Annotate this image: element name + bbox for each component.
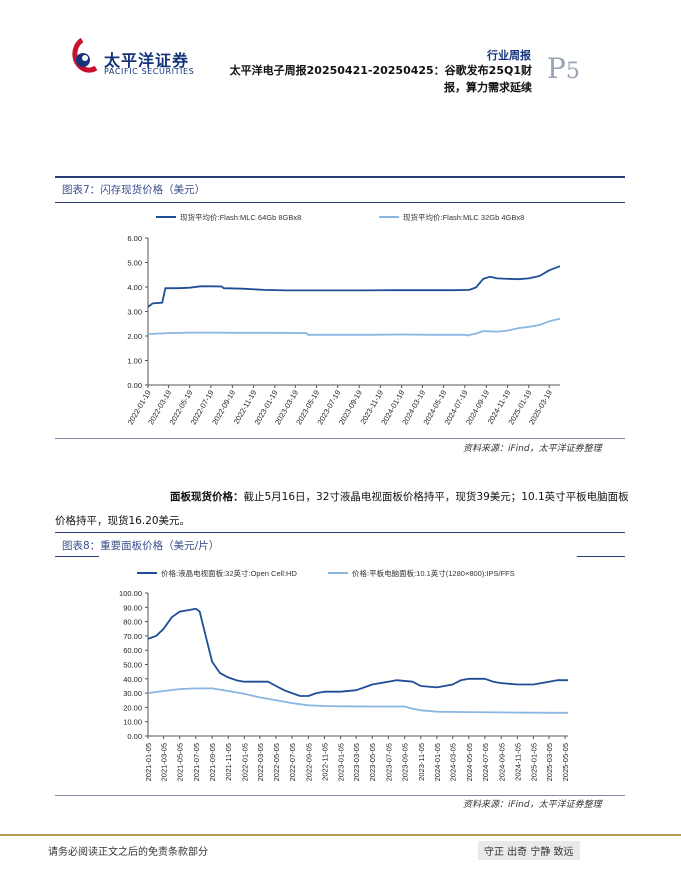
figure7-source: 资料来源：iFind，太平洋证券整理 bbox=[463, 444, 602, 454]
figure8-x-tick-label: 2022-11-05 bbox=[320, 743, 329, 781]
figure8-y-tick-label: 70.00 bbox=[123, 632, 142, 641]
figure7-series-2-line bbox=[147, 317, 561, 337]
figure7-y-tick-label: 1.00 bbox=[127, 357, 142, 366]
figure8-source: 资料来源：iFind，太平洋证券整理 bbox=[463, 800, 602, 810]
figure8-x-tick-label: 2022-01-05 bbox=[240, 743, 249, 781]
figure8-x-tick-label: 2023-09-05 bbox=[401, 743, 410, 781]
page-prefix: P bbox=[547, 52, 566, 85]
brand-name-cn: 太平洋证券 bbox=[104, 51, 190, 70]
figure7-legend-1: 现货平均价:Flash:MLC 64Gb 8GBx8 bbox=[156, 212, 301, 222]
figure8-x-tick-label: 2024-05-05 bbox=[465, 743, 474, 781]
figure7-y-tick-label: 0.00 bbox=[127, 381, 142, 390]
figure8-series-2-line bbox=[147, 687, 569, 714]
figure8-x-tick-label: 2022-07-05 bbox=[288, 743, 297, 781]
figure8-legend-label-2: 价格:平板电脑面板:10.1英寸(1280×800):IPS/FFS bbox=[352, 568, 515, 578]
figure8-x-tick-label: 2023-01-05 bbox=[337, 743, 346, 781]
figure8-legend-label-1: 价格:液晶电视面板:32英寸:Open Cell:HD bbox=[161, 568, 297, 578]
footer-rule bbox=[0, 834, 681, 836]
figure8-x-tick-label: 2024-09-05 bbox=[497, 743, 506, 781]
brand-name-en: PACIFIC SECURITIES bbox=[104, 67, 195, 76]
report-title: 太平洋电子周报20250421-20250425：谷歌发布25Q1财报，算力需求… bbox=[229, 64, 532, 94]
figure8-x-tick-label: 2025-01-05 bbox=[529, 743, 538, 781]
figure7-bottom-rule bbox=[55, 438, 625, 439]
figure8-x-tick-label: 2025-03-05 bbox=[545, 743, 554, 781]
figure8-x-tick-label: 2021-09-05 bbox=[208, 743, 217, 781]
figure7-top-rule bbox=[55, 176, 625, 178]
figure7-y-tick-label: 5.00 bbox=[127, 259, 142, 268]
figure8-x-tick-label: 2021-03-05 bbox=[160, 743, 169, 781]
figure8-x-tick-label: 2024-01-05 bbox=[433, 743, 442, 781]
figure7-y-tick-label: 3.00 bbox=[127, 308, 142, 317]
figure8-title-rule-right bbox=[577, 556, 625, 557]
figure8-x-tick-label: 2024-11-05 bbox=[513, 743, 522, 781]
figure8-legend-1: 价格:液晶电视面板:32英寸:Open Cell:HD bbox=[137, 568, 297, 578]
figure8-chart: 价格:液晶电视面板:32英寸:Open Cell:HD 价格:平板电脑面板:10.… bbox=[119, 568, 570, 781]
figure7-y-tick-label: 4.00 bbox=[127, 283, 142, 292]
figure8-y-tick-label: 90.00 bbox=[123, 603, 142, 612]
figure8-y-tick-label: 100.00 bbox=[119, 589, 142, 598]
figure8-x-tick-label: 2022-05-05 bbox=[272, 743, 281, 781]
figure8-y-tick-label: 10.00 bbox=[123, 718, 142, 727]
figure8-x-tick-label: 2021-01-05 bbox=[144, 743, 153, 781]
figure8-top-rule bbox=[55, 532, 625, 533]
figure8-x-tick-label: 2023-07-05 bbox=[384, 743, 393, 781]
figure8-x-tick-label: 2022-09-05 bbox=[304, 743, 313, 781]
figure8-y-tick-label: 80.00 bbox=[123, 618, 142, 627]
figure8-x-tick-label: 2023-03-05 bbox=[352, 743, 361, 781]
figure8-bottom-rule bbox=[55, 795, 625, 796]
figure8-x-tick-label: 2024-07-05 bbox=[481, 743, 490, 781]
figure7-title-rule bbox=[55, 202, 625, 203]
figure8-y-tick-label: 50.00 bbox=[123, 661, 142, 670]
figure8-x-tick-label: 2023-11-05 bbox=[417, 743, 426, 781]
figure8-x-tick-label: 2022-03-05 bbox=[256, 743, 265, 781]
page-number-value: 5 bbox=[565, 59, 580, 84]
figure8-y-tick-label: 40.00 bbox=[123, 675, 142, 684]
company-logo bbox=[72, 38, 98, 73]
figure7-legend-label-2: 现货平均价:Flash:MLC 32Gb 4GBx8 bbox=[403, 212, 524, 222]
figure8-x-tick-label: 2024-03-05 bbox=[449, 743, 458, 781]
footer-motto: 守正 出奇 宁静 致远 bbox=[478, 841, 580, 860]
figure7-legend-2: 现货平均价:Flash:MLC 32Gb 4GBx8 bbox=[379, 212, 524, 222]
figure8-legend-2: 价格:平板电脑面板:10.1英寸(1280×800):IPS/FFS bbox=[328, 568, 515, 578]
figure7-series-1-line bbox=[147, 265, 561, 308]
page-number: P5 bbox=[547, 52, 580, 85]
figure8-title-rule-left bbox=[55, 556, 99, 557]
figure8-y-tick-label: 0.00 bbox=[127, 732, 142, 741]
report-type: 行业周报 bbox=[487, 49, 531, 62]
figure8-x-tick-label: 2025-05-05 bbox=[561, 743, 570, 781]
figure8-x-tick-label: 2021-05-05 bbox=[176, 743, 185, 781]
footer-disclaimer: 请务必阅读正文之后的免责条款部分 bbox=[48, 847, 208, 858]
figure8-series-1-line bbox=[147, 607, 568, 697]
figure8-y-tick-label: 60.00 bbox=[123, 646, 142, 655]
paragraph-body: 截止5月16日，32寸液晶电视面板价格持平，现货39美元；10.1英寸平板电脑面… bbox=[55, 491, 629, 527]
figure8-y-tick-label: 20.00 bbox=[123, 703, 142, 712]
figure7-y-tick-label: 2.00 bbox=[127, 332, 142, 341]
figure7-chart: 现货平均价:Flash:MLC 64Gb 8GBx8 现货平均价:Flash:ML… bbox=[126, 212, 561, 426]
figure7-y-tick-label: 6.00 bbox=[127, 234, 142, 243]
panel-price-paragraph: 面板现货价格：截止5月16日，32寸液晶电视面板价格持平，现货39美元；10.1… bbox=[55, 485, 633, 533]
figure8-x-tick-label: 2021-11-05 bbox=[224, 743, 233, 781]
figure7-legend-label-1: 现货平均价:Flash:MLC 64Gb 8GBx8 bbox=[180, 212, 301, 222]
figure8-x-tick-label: 2023-05-05 bbox=[368, 743, 377, 781]
figure8-y-tick-label: 30.00 bbox=[123, 689, 142, 698]
figure7-title: 图表7：闪存现货价格（美元） bbox=[62, 184, 206, 196]
figure8-x-tick-label: 2021-07-05 bbox=[192, 743, 201, 781]
figure8-title: 图表8：重要面板价格（美元/片） bbox=[62, 540, 220, 552]
paragraph-lead: 面板现货价格： bbox=[170, 491, 244, 503]
